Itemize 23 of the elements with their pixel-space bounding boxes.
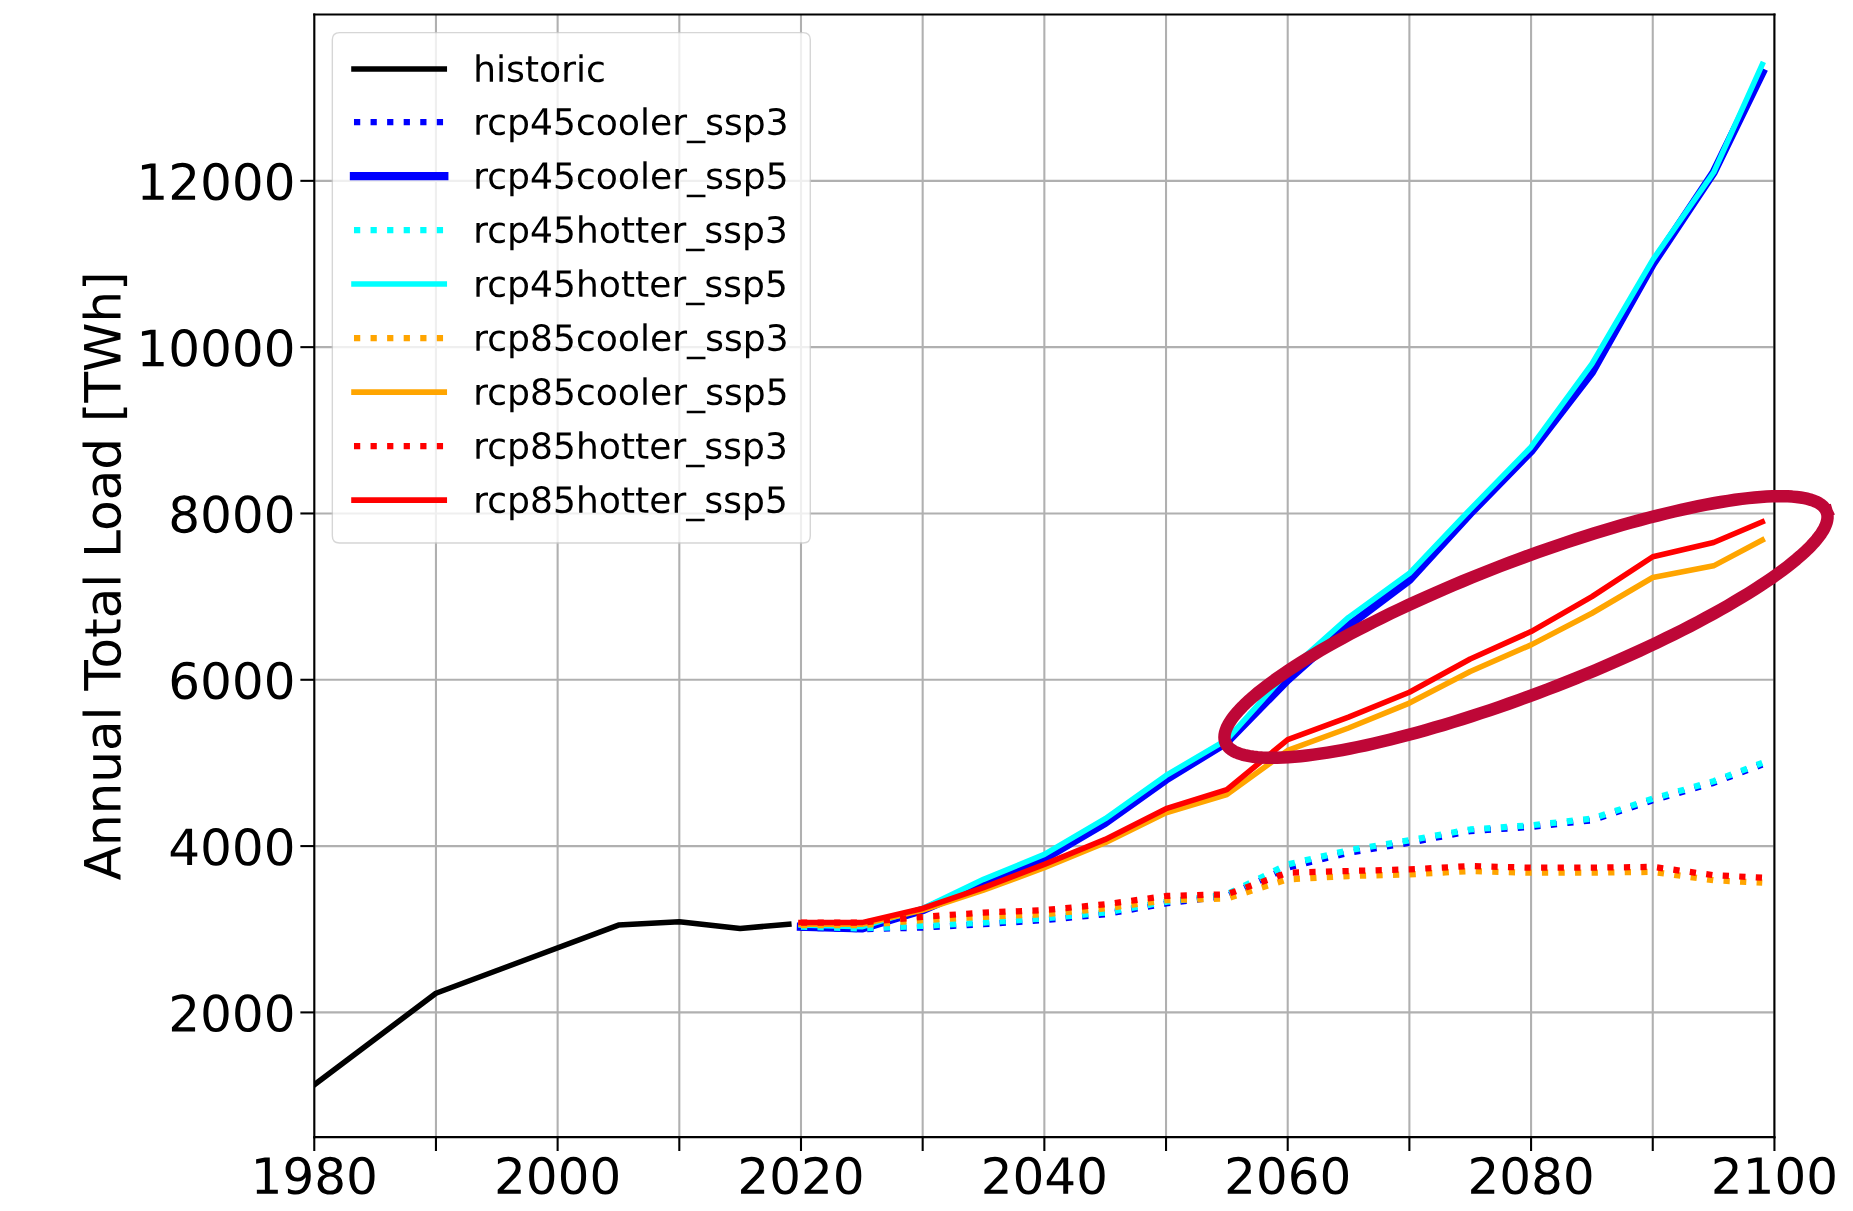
legend-label: rcp45cooler_ssp5 xyxy=(476,161,786,198)
x-tick-label: 2040 xyxy=(984,1156,1105,1195)
legend-label: rcp45hotter_ssp3 xyxy=(476,215,785,252)
legend-label: historic xyxy=(476,54,604,83)
y-tick-label: 10000 xyxy=(141,329,293,367)
x-tick-label: 2100 xyxy=(1714,1156,1835,1195)
x-tick-label: 1980 xyxy=(256,1156,375,1195)
y-tick-label: 6000 xyxy=(171,661,293,700)
x-tick-label: 2000 xyxy=(497,1156,618,1195)
y-tick-label: 2000 xyxy=(171,994,293,1033)
legend-label: rcp85hotter_ssp5 xyxy=(476,485,785,522)
x-tick-label: 2060 xyxy=(1227,1156,1349,1195)
legend-label: rcp45cooler_ssp3 xyxy=(476,107,786,144)
legend-label: rcp85cooler_ssp5 xyxy=(476,377,786,414)
y-tick-label: 4000 xyxy=(170,827,293,866)
legend-label: rcp45hotter_ssp5 xyxy=(476,269,785,306)
legend-label: rcp85cooler_ssp3 xyxy=(476,323,786,360)
legend-label: rcp85hotter_ssp3 xyxy=(476,431,785,468)
x-tick-label: 2080 xyxy=(1471,1156,1592,1195)
y-tick-label: 8000 xyxy=(171,495,293,534)
y-axis-title: Annual Total Load [TWh] xyxy=(82,275,128,880)
x-tick-label: 2020 xyxy=(741,1156,862,1195)
y-tick-label: 12000 xyxy=(141,162,293,201)
